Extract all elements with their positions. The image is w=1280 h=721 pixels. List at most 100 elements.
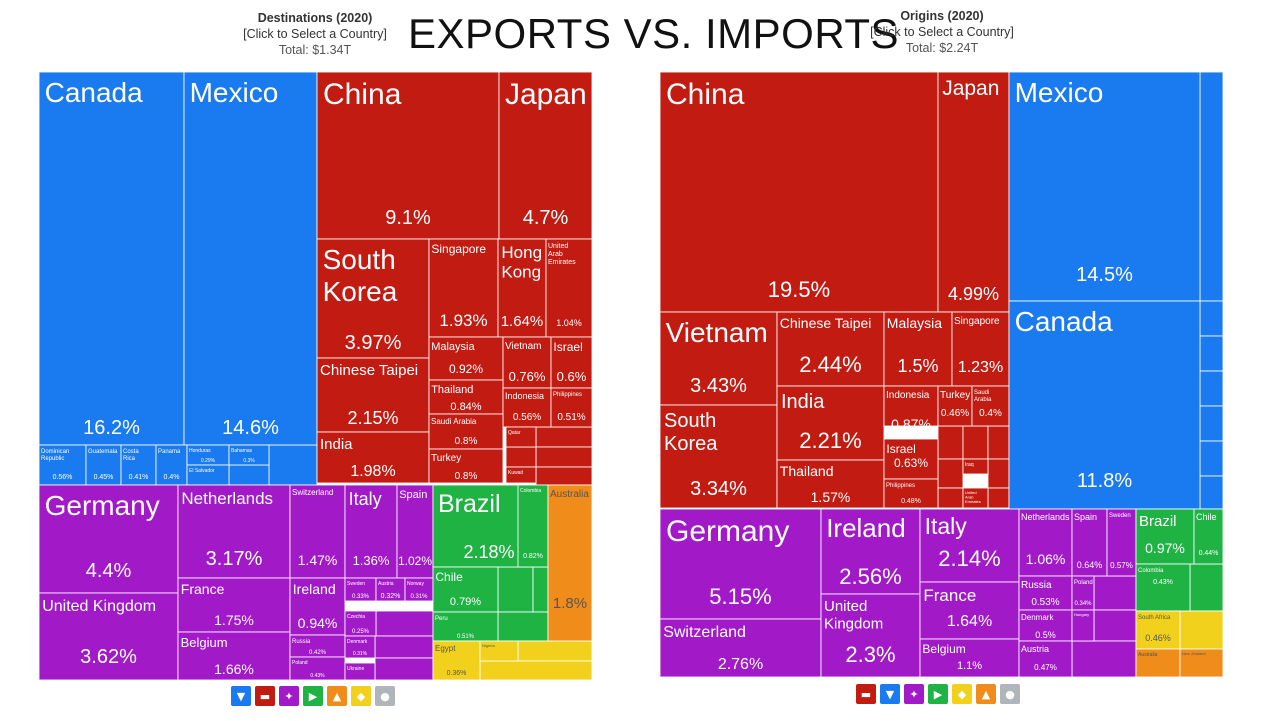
treemap-cell-netherlands[interactable]: Netherlands 3.17% — [177, 484, 291, 579]
treemap-cell-czechia[interactable]: Czechia 0.25% — [344, 610, 377, 637]
treemap-cell-minor[interactable] — [1199, 300, 1223, 337]
treemap-cell-minor[interactable] — [535, 426, 592, 448]
treemap-rect-mexico[interactable] — [183, 72, 318, 446]
treemap-cell-minor[interactable] — [517, 640, 592, 662]
treemap-rect-peru[interactable] — [432, 611, 499, 642]
treemap-cell-minor[interactable] — [987, 425, 1010, 460]
treemap-cell-canada[interactable]: Canada 16.2% — [39, 72, 185, 446]
treemap-cell-minor[interactable] — [535, 446, 592, 468]
treemap-cell-peru[interactable]: Peru 0.51% — [432, 611, 499, 642]
americas-north-icon[interactable]: ▼ — [231, 686, 251, 706]
treemap-cell-chinese-taipei[interactable]: Chinese Taipei 2.15% — [316, 357, 430, 433]
treemap-rect-denmark[interactable] — [344, 635, 376, 659]
treemap-cell-kuwait[interactable]: Kuwait — [505, 466, 537, 484]
africa-icon[interactable]: ◆ — [351, 686, 371, 706]
treemap-rect-chile[interactable] — [1193, 508, 1223, 565]
treemap-cell-australia[interactable]: Australia 1.8% — [547, 484, 592, 642]
treemap-cell-china[interactable]: China 9.1% — [316, 72, 500, 240]
treemap-rect-ireland[interactable] — [820, 508, 921, 595]
imports-select-country-link[interactable]: [Click to Select a Country] — [870, 25, 1014, 39]
imports-treemap[interactable]: China 19.5% Japan 4.99% Vietnam 3.43% Chinese … — [660, 72, 1223, 677]
treemap-cell-mexico[interactable]: Mexico 14.5% — [1008, 72, 1201, 302]
treemap-cell-minor[interactable] — [1093, 609, 1137, 642]
south-america-icon[interactable]: ▶ — [928, 684, 948, 704]
treemap-rect-singapore[interactable] — [951, 311, 1010, 387]
treemap-cell-el-salvador[interactable]: El Salvador — [186, 464, 230, 486]
treemap-cell-minor[interactable] — [479, 660, 592, 680]
treemap-rect-japan[interactable] — [937, 72, 1010, 313]
treemap-cell-minor[interactable] — [1071, 640, 1137, 677]
treemap-rect-france[interactable] — [177, 577, 291, 633]
treemap-cell-turkey[interactable]: Turkey 0.8% — [428, 448, 504, 484]
treemap-cell-france[interactable]: France 1.75% — [177, 577, 291, 633]
treemap-cell-russia[interactable]: Russia 0.53% — [1018, 575, 1073, 611]
treemap-cell-minor[interactable] — [987, 487, 1010, 509]
treemap-rect-australia[interactable] — [547, 484, 592, 642]
treemap-rect-indonesia[interactable] — [502, 387, 552, 428]
treemap-cell-brazil[interactable]: Brazil 0.97% — [1135, 508, 1195, 565]
treemap-cell-denmark[interactable]: Denmark 0.5% — [1018, 609, 1073, 642]
treemap-rect-china[interactable] — [316, 72, 500, 240]
treemap-cell-singapore[interactable]: Singapore 1.23% — [951, 311, 1010, 387]
treemap-rect-united-kingdom[interactable] — [39, 592, 179, 680]
treemap-rect-chile[interactable] — [432, 566, 499, 613]
treemap-rect-colombia[interactable] — [1135, 563, 1191, 612]
treemap-cell-russia[interactable]: Russia 0.42% — [289, 634, 346, 658]
treemap-cell-israel[interactable]: Israel 0.6% — [550, 336, 592, 389]
treemap-cell-united-kingdom[interactable]: United Kingdom 3.62% — [39, 592, 179, 680]
asia-icon[interactable]: ▬ — [856, 684, 876, 704]
treemap-rect-germany[interactable] — [660, 508, 822, 620]
treemap-cell-denmark[interactable]: Denmark 0.31% — [344, 635, 376, 659]
treemap-cell-canada[interactable]: Canada 11.8% — [1008, 300, 1201, 510]
europe-icon[interactable]: ✦ — [279, 686, 299, 706]
treemap-rect-united-arab-emirates[interactable] — [962, 487, 989, 509]
treemap-cell-malaysia[interactable]: Malaysia 1.5% — [883, 311, 953, 387]
treemap-cell-belgium[interactable]: Belgium 1.1% — [919, 638, 1020, 677]
treemap-cell-minor[interactable] — [937, 458, 964, 489]
treemap-cell-minor[interactable] — [497, 611, 549, 642]
treemap-cell-minor[interactable] — [374, 635, 434, 659]
treemap-cell-austria[interactable]: Austria 0.32% — [375, 577, 406, 602]
treemap-cell-minor[interactable] — [937, 487, 964, 509]
treemap-cell-malaysia[interactable]: Malaysia 0.92% — [428, 336, 504, 381]
treemap-rect-south-africa[interactable] — [1135, 610, 1181, 650]
south-america-icon[interactable]: ▶ — [303, 686, 323, 706]
asia-icon[interactable]: ▬ — [255, 686, 275, 706]
americas-north-icon[interactable]: ▼ — [880, 684, 900, 704]
treemap-cell-minor[interactable] — [1179, 610, 1223, 650]
treemap-cell-germany[interactable]: Germany 4.4% — [39, 484, 179, 594]
treemap-cell-india[interactable]: India 1.98% — [316, 431, 430, 484]
treemap-cell-minor[interactable] — [1199, 440, 1223, 477]
treemap-cell-minor[interactable] — [497, 566, 534, 613]
treemap-cell-spain[interactable]: Spain 1.02% — [396, 484, 434, 579]
treemap-cell-indonesia[interactable]: Indonesia 0.87% — [883, 385, 939, 432]
treemap-rect-australia[interactable] — [1135, 648, 1181, 677]
treemap-cell-belgium[interactable]: Belgium 1.66% — [177, 631, 291, 680]
treemap-rect-guatemala[interactable] — [85, 444, 122, 486]
treemap-rect-netherlands[interactable] — [177, 484, 291, 579]
treemap-cell-chile[interactable]: Chile 0.44% — [1193, 508, 1223, 565]
treemap-cell-minor[interactable] — [535, 466, 592, 486]
treemap-rect-france[interactable] — [919, 581, 1020, 640]
treemap-cell-ireland[interactable]: Ireland 0.94% — [289, 577, 346, 636]
treemap-rect-india[interactable] — [776, 385, 885, 461]
treemap-rect-chinese-taipei[interactable] — [776, 311, 885, 387]
treemap-cell-philippines[interactable]: Philippines 0.48% — [883, 478, 939, 509]
treemap-rect-belgium[interactable] — [177, 631, 291, 680]
treemap-cell-minor[interactable] — [987, 458, 1010, 489]
treemap-rect-israel[interactable] — [550, 336, 592, 389]
treemap-cell-singapore[interactable]: Singapore 1.93% — [428, 238, 499, 338]
treemap-rect-singapore[interactable] — [428, 238, 499, 338]
treemap-cell-minor[interactable] — [1199, 72, 1223, 302]
treemap-cell-minor[interactable] — [228, 464, 270, 486]
oceania-icon[interactable]: ▲ — [976, 684, 996, 704]
treemap-cell-colombia[interactable]: Colombia 0.82% — [517, 484, 549, 568]
europe-icon[interactable]: ✦ — [904, 684, 924, 704]
oceania-icon[interactable]: ▲ — [327, 686, 347, 706]
treemap-rect-turkey[interactable] — [428, 448, 504, 484]
treemap-cell-minor[interactable] — [268, 444, 318, 486]
treemap-rect-kuwait[interactable] — [505, 466, 537, 484]
treemap-rect-spain[interactable] — [1071, 508, 1108, 577]
